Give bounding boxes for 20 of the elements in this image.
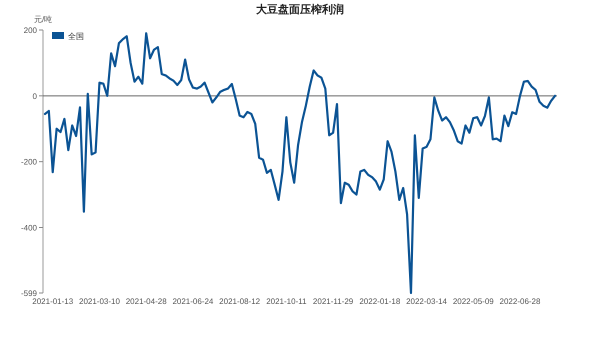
- x-tick-label: 2022-03-14: [406, 297, 448, 306]
- x-tick-label: 2021-08-12: [219, 297, 261, 306]
- y-tick-label: -200: [20, 158, 38, 167]
- x-tick-label: 2021-04-28: [126, 297, 168, 306]
- legend-label: 全国: [68, 32, 84, 41]
- x-tick-label: 2022-06-28: [500, 297, 542, 306]
- x-tick-label: 2021-01-13: [32, 297, 74, 306]
- chart-title: 大豆盘面压榨利润: [256, 3, 344, 16]
- x-tick-label: 2022-01-18: [359, 297, 401, 306]
- y-tick-label: 0: [32, 92, 38, 101]
- y-tick-label: 200: [24, 26, 38, 35]
- y-tick-label: -400: [20, 223, 38, 232]
- line-series: [44, 32, 556, 294]
- x-tick-label: 2021-10-11: [266, 297, 308, 306]
- x-tick-label: 2021-06-24: [172, 297, 214, 306]
- x-tick-label: 2022-05-09: [452, 297, 494, 306]
- y-axis-title: 元/吨: [34, 15, 52, 24]
- x-tick-label: 2021-03-10: [79, 297, 120, 306]
- y-tick-label: -599: [20, 289, 38, 298]
- x-tick-label: 2021-11-29: [312, 297, 354, 306]
